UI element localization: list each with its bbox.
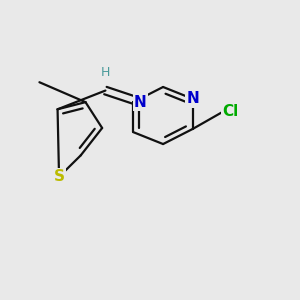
- Text: N: N: [186, 92, 199, 106]
- Text: H: H: [101, 66, 110, 79]
- Text: Cl: Cl: [223, 104, 239, 119]
- Text: N: N: [134, 94, 147, 110]
- Text: S: S: [53, 169, 64, 184]
